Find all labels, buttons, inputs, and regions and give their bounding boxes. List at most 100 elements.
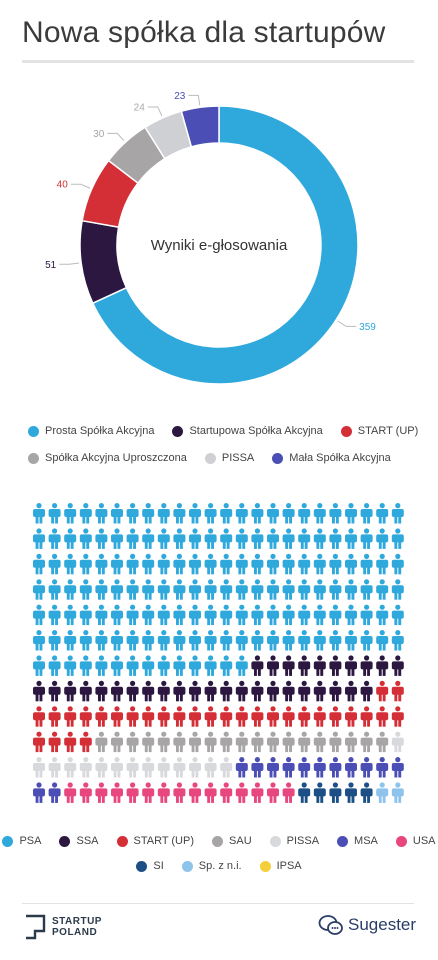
person-icon-ssa [345,680,357,702]
person-icon-ssa [79,680,92,702]
person-icon-psa [220,630,233,651]
person-icon-psa [173,604,186,626]
person-icon-psa [360,553,373,575]
startup-poland-logo: STARTUP POLAND [24,914,102,940]
pictogram-legend-item-ipsa: IPSA [259,860,302,872]
donut-legend-label-startupowa-sp-ka-akcyjna: Startupowa Spółka Akcyjna [189,425,323,437]
person-icon-start-up [220,706,233,727]
person-icon-psa [235,553,248,575]
person-icon-psa [251,503,264,524]
person-icon-psa [298,503,311,524]
pictogram-legend-swatch-usa [395,835,407,847]
person-icon-start-up [376,706,389,727]
person-icon-msa [48,782,61,803]
person-icon-psa [251,553,264,575]
person-icon-psa [111,503,123,524]
pictogram-legend-swatch-msa [337,835,349,847]
person-icon-psa [48,503,61,524]
person-icon-psa [95,553,108,575]
person-icon-psa [376,579,389,600]
person-icon-ssa [157,680,170,702]
person-icon-start-up [126,706,139,727]
person-icon-psa [79,579,92,600]
person-icon-psa [345,528,357,549]
person-icon-si [329,782,342,803]
person-icon-psa [282,579,295,600]
person-icon-psa [189,655,201,676]
person-icon-psa [142,604,155,626]
person-icon-sau [345,731,357,753]
person-icon-psa [95,528,108,549]
pictogram-legend-label-start-up: START (UP) [133,835,195,847]
person-icon-psa [329,579,342,600]
person-icon-sp-z-n-i [376,782,389,803]
person-icon-start-up [189,706,201,727]
pictogram-legend-item-si: SI [136,860,164,872]
person-icon-psa [126,604,139,626]
person-icon-ssa [235,680,248,702]
person-icon-sau [157,731,170,753]
person-icon-psa [251,604,264,626]
person-icon-psa [298,553,311,575]
person-icon-psa [235,630,248,651]
person-icon-psa [235,655,248,676]
person-icon-psa [189,528,201,549]
person-icon-start-up [79,706,92,727]
person-icon-ssa [282,680,295,702]
person-icon-psa [79,630,92,651]
person-icon-psa [360,503,373,524]
person-icon-pissa [157,757,170,778]
person-icon-psa [79,604,92,626]
person-icon-psa [111,604,123,626]
person-icon-psa [376,528,389,549]
person-icon-start-up [204,706,217,727]
person-icon-psa [360,630,373,651]
donut-legend-label-prosta-sp-ka-akcyjna: Prosta Spółka Akcyjna [45,425,155,437]
person-icon-ssa [313,655,326,676]
person-icon-psa [111,630,123,651]
person-icon-sp-z-n-i [391,782,404,803]
person-icon-ssa [267,655,279,676]
donut-slice-prosta-sp-ka-akcyjna [91,105,359,385]
person-icon-usa [235,782,248,803]
donut-legend-item-ma-a-sp-ka-akcyjna: Mała Spółka Akcyjna [272,452,391,464]
person-icon-ssa [345,655,357,676]
person-icon-psa [64,604,77,626]
person-icon-start-up [95,706,108,727]
person-icon-psa [142,528,155,549]
person-icon-start-up [391,680,404,702]
person-icon-ssa [360,680,373,702]
pictogram-legend-item-start-up: START (UP) [116,835,195,847]
person-icon-usa [267,782,279,803]
person-icon-psa [298,630,311,651]
person-icon-psa [220,528,233,549]
person-icon-ssa [298,680,311,702]
person-icon-psa [95,579,108,600]
pictogram-legend-label-pissa: PISSA [286,835,320,847]
person-icon-psa [33,630,45,651]
person-icon-psa [126,528,139,549]
pictogram-legend-item-ssa: SSA [59,835,99,847]
person-icon-psa [111,528,123,549]
person-icon-ssa [142,680,155,702]
person-icon-psa [111,579,123,600]
person-icon-msa [376,757,389,778]
person-icon-psa [220,579,233,600]
person-icon-si [360,782,373,803]
person-icon-psa [157,604,170,626]
person-icon-psa [313,630,326,651]
person-icon-pissa [126,757,139,778]
person-icon-ssa [126,680,139,702]
person-icon-psa [79,503,92,524]
person-icon-psa [157,630,170,651]
person-icon-psa [189,503,201,524]
person-icon-psa [345,503,357,524]
person-icon-psa [64,630,77,651]
person-icon-psa [298,528,311,549]
person-icon-ssa [33,680,45,702]
person-icon-psa [251,579,264,600]
person-icon-start-up [391,706,404,727]
person-icon-sau [267,731,279,753]
person-icon-psa [376,553,389,575]
person-icon-psa [189,579,201,600]
